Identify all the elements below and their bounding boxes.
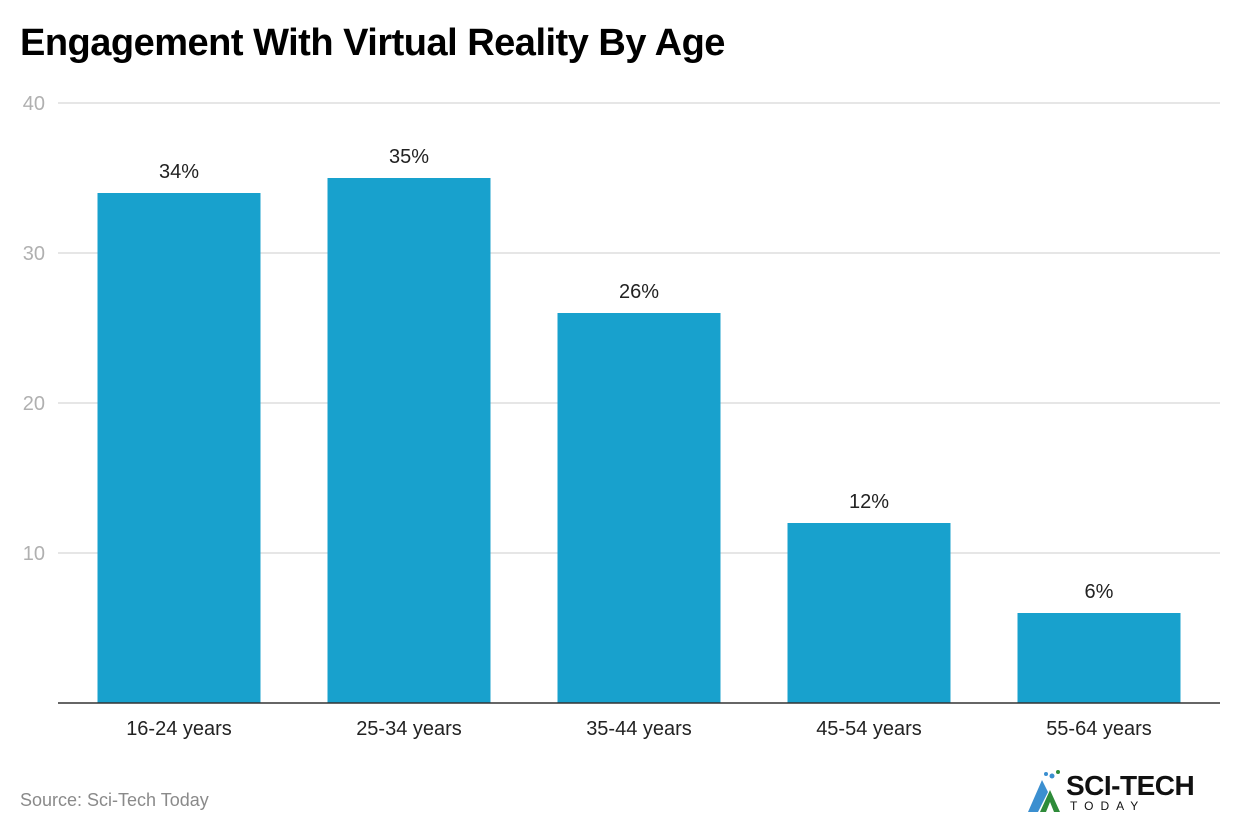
y-tick-label: 20 [23, 393, 45, 415]
bar [97, 193, 261, 703]
logo-subtext: TODAY [1070, 799, 1146, 813]
x-tick-label: 45-54 years [816, 718, 922, 740]
data-label: 6% [1085, 581, 1114, 603]
bar [327, 178, 491, 703]
sci-tech-today-logo: SCI-TECH TODAY [1026, 768, 1206, 818]
bar [1017, 613, 1181, 703]
bar [787, 523, 951, 703]
data-label: 12% [849, 491, 889, 513]
x-tick-label: 16-24 years [126, 718, 232, 740]
y-tick-label: 40 [23, 93, 45, 115]
x-tick-label: 55-64 years [1046, 718, 1152, 740]
data-label: 35% [389, 146, 429, 168]
chart-title: Engagement With Virtual Reality By Age [20, 22, 725, 64]
data-label: 26% [619, 281, 659, 303]
source-note: Source: Sci-Tech Today [20, 790, 209, 810]
logo-text: SCI-TECH [1066, 770, 1195, 801]
logo-mark-icon [1028, 770, 1060, 812]
bar [557, 313, 721, 703]
data-label: 34% [159, 161, 199, 183]
y-tick-label: 10 [23, 543, 45, 565]
x-tick-label: 35-44 years [586, 718, 692, 740]
y-tick-label: 30 [23, 243, 45, 265]
x-tick-label: 25-34 years [356, 718, 462, 740]
